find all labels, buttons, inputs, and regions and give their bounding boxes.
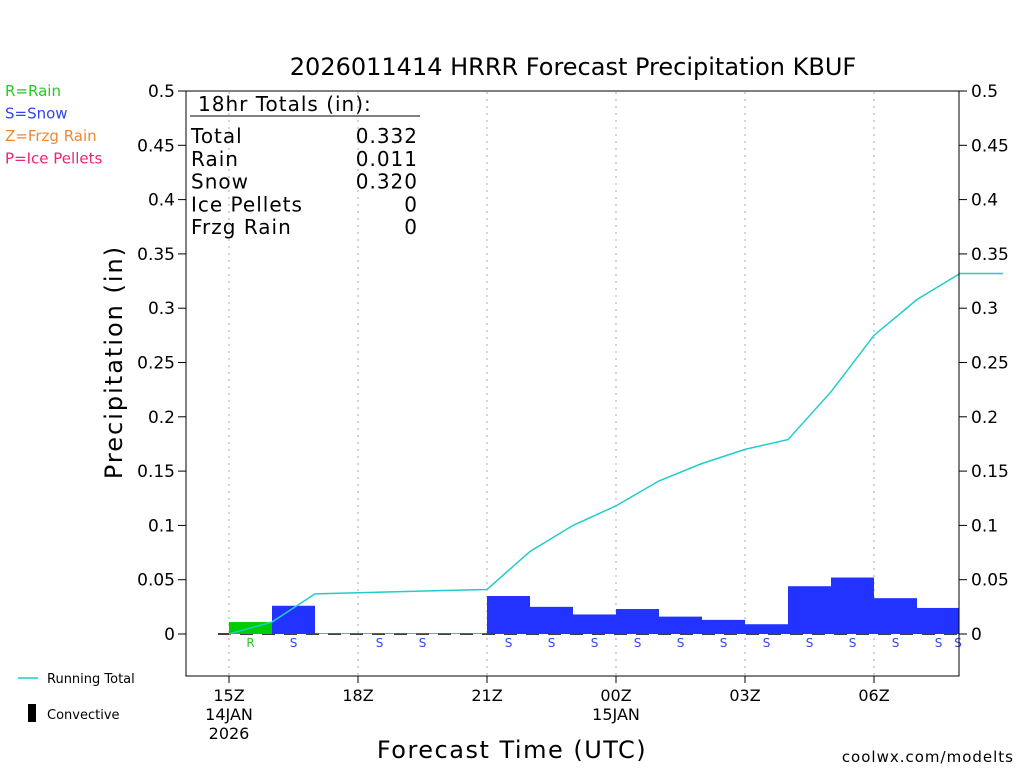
precip-bars	[229, 577, 959, 634]
precip-type-label: S	[935, 636, 943, 650]
type-legend-item: P=Ice Pellets	[5, 150, 102, 168]
y-tick-label-left: 0.4	[148, 191, 175, 211]
type-legend-item: S=Snow	[5, 105, 68, 123]
convective-legend-label: Convective	[47, 708, 120, 723]
precip-type-label: S	[290, 636, 298, 650]
y-tick-label-right: 0.05	[971, 571, 1009, 591]
y-tick-label-right: 0.4	[971, 191, 998, 211]
y-tick-label-right: 0.45	[971, 136, 1009, 156]
precip-bar	[358, 633, 401, 634]
x-axis-label: Forecast Time (UTC)	[377, 736, 647, 764]
chart-title: 2026011414 HRRR Forecast Precipitation K…	[290, 53, 856, 81]
x-tick-label: 15Z	[213, 686, 244, 705]
y-tick-label-left: 0.25	[137, 354, 175, 374]
plot-frame	[185, 90, 960, 677]
totals-row-label: Frzg Rain	[191, 215, 292, 239]
precip-bar	[401, 633, 444, 634]
precip-bar	[530, 606, 573, 634]
y-tick-label-right: 0.5	[971, 82, 998, 102]
precip-bar	[831, 577, 874, 634]
running-total-polyline	[228, 272, 1003, 635]
y-tick-label-right: 0.2	[971, 408, 998, 428]
y-tick-label-right: 0	[971, 625, 982, 645]
type-legend-item: R=Rain	[5, 82, 61, 100]
precip-bar	[315, 633, 358, 634]
precip-type-label: S	[419, 636, 427, 650]
y-tick-label-left: 0.35	[137, 245, 175, 265]
totals-row-value: 0.332	[356, 124, 418, 148]
x-tick-year: 2026	[209, 724, 250, 743]
precip-type-label: S	[806, 636, 814, 650]
precip-type-label: S	[548, 636, 556, 650]
running-total-line	[228, 272, 1003, 635]
totals-row-label: Rain	[191, 147, 239, 171]
precip-type-label: S	[505, 636, 513, 650]
y-tick-label-right: 0.15	[971, 462, 1009, 482]
precip-bar	[487, 595, 530, 634]
precip-bar	[573, 614, 616, 634]
y-tick-label-right: 0.3	[971, 299, 998, 319]
precip-bar	[702, 619, 745, 634]
precip-type-label: S	[677, 636, 685, 650]
precip-type-label: S	[954, 636, 962, 650]
x-tick-label: 06Z	[858, 686, 889, 705]
convective-legend-swatch	[28, 704, 36, 722]
y-tick-label-right: 0.25	[971, 354, 1009, 374]
precip-type-label: S	[892, 636, 900, 650]
x-tick-label: 00Z	[600, 686, 631, 705]
y-axis-label: Precipitation (in)	[100, 245, 128, 479]
precip-type-label: S	[376, 636, 384, 650]
y-tick-label-right: 0.35	[971, 245, 1009, 265]
x-tick-date: 14JAN	[205, 705, 253, 724]
y-tick-label-left: 0.45	[137, 136, 175, 156]
y-tick-label-left: 0	[164, 625, 175, 645]
x-tick-label: 18Z	[342, 686, 373, 705]
totals-row-label: Snow	[191, 170, 249, 194]
precip-type-label: S	[763, 636, 771, 650]
precip-type-label: S	[591, 636, 599, 650]
y-tick-label-left: 0.3	[148, 299, 175, 319]
precip-bar	[444, 633, 487, 634]
y-tick-label-left: 0.05	[137, 571, 175, 591]
precip-bar	[659, 616, 702, 634]
precip-type-label: R	[246, 636, 254, 650]
totals-row-value: 0.320	[356, 170, 418, 194]
totals-heading: 18hr Totals (in):	[198, 92, 372, 116]
x-tick-date: 15JAN	[592, 705, 640, 724]
precip-bar	[745, 624, 788, 634]
precip-bar	[874, 598, 917, 634]
y-tick-label-left: 0.5	[148, 82, 175, 102]
y-tick-label-left: 0.1	[148, 516, 175, 536]
bottom-legend: Running Total Convective	[18, 672, 135, 723]
precip-type-legend: R=Rain S=Snow Z=Frzg Rain P=Ice Pellets	[5, 82, 102, 168]
totals-row-value: 0.011	[356, 147, 418, 171]
totals-row-value: 0	[404, 192, 418, 216]
precip-bar	[917, 607, 959, 634]
y-axis-left: 0 0.05 0.1 0.15 0.2 0.25 0.3 0.35 0.4 0.45 0.5	[137, 82, 186, 645]
totals-row-label: Ice Pellets	[191, 192, 303, 216]
x-tick-label: 03Z	[729, 686, 760, 705]
precip-type-label: S	[720, 636, 728, 650]
totals-row-label: Total	[190, 124, 243, 148]
totals-box: 18hr Totals (in): Total 0.332 Rain 0.011 Sno…	[190, 92, 420, 239]
y-tick-label-right: 0.1	[971, 516, 998, 536]
precip-bar	[272, 605, 315, 634]
running-total-legend-label: Running Total	[47, 672, 135, 687]
precip-type-label: S	[634, 636, 642, 650]
precip-bar	[616, 609, 659, 634]
precip-type-label: S	[849, 636, 857, 650]
y-tick-label-left: 0.15	[137, 462, 175, 482]
y-axis-right: 0 0.05 0.1 0.15 0.2 0.25 0.3 0.35 0.4 0.45 0.5	[959, 82, 1009, 645]
precip-bar	[788, 586, 831, 634]
type-legend-item: Z=Frzg Rain	[5, 127, 97, 145]
credit-text: coolwx.com/modelts	[842, 748, 1014, 766]
totals-row-value: 0	[404, 215, 418, 239]
y-tick-label-left: 0.2	[148, 408, 175, 428]
x-tick-label: 21Z	[471, 686, 502, 705]
